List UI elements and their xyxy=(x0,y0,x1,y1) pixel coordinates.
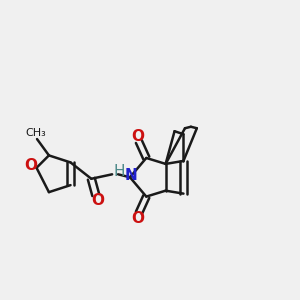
Text: N: N xyxy=(125,168,138,183)
Text: CH₃: CH₃ xyxy=(25,128,46,138)
Text: O: O xyxy=(131,211,144,226)
Text: O: O xyxy=(131,129,144,144)
Text: H: H xyxy=(114,164,125,179)
Text: O: O xyxy=(25,158,38,173)
Text: O: O xyxy=(91,193,104,208)
